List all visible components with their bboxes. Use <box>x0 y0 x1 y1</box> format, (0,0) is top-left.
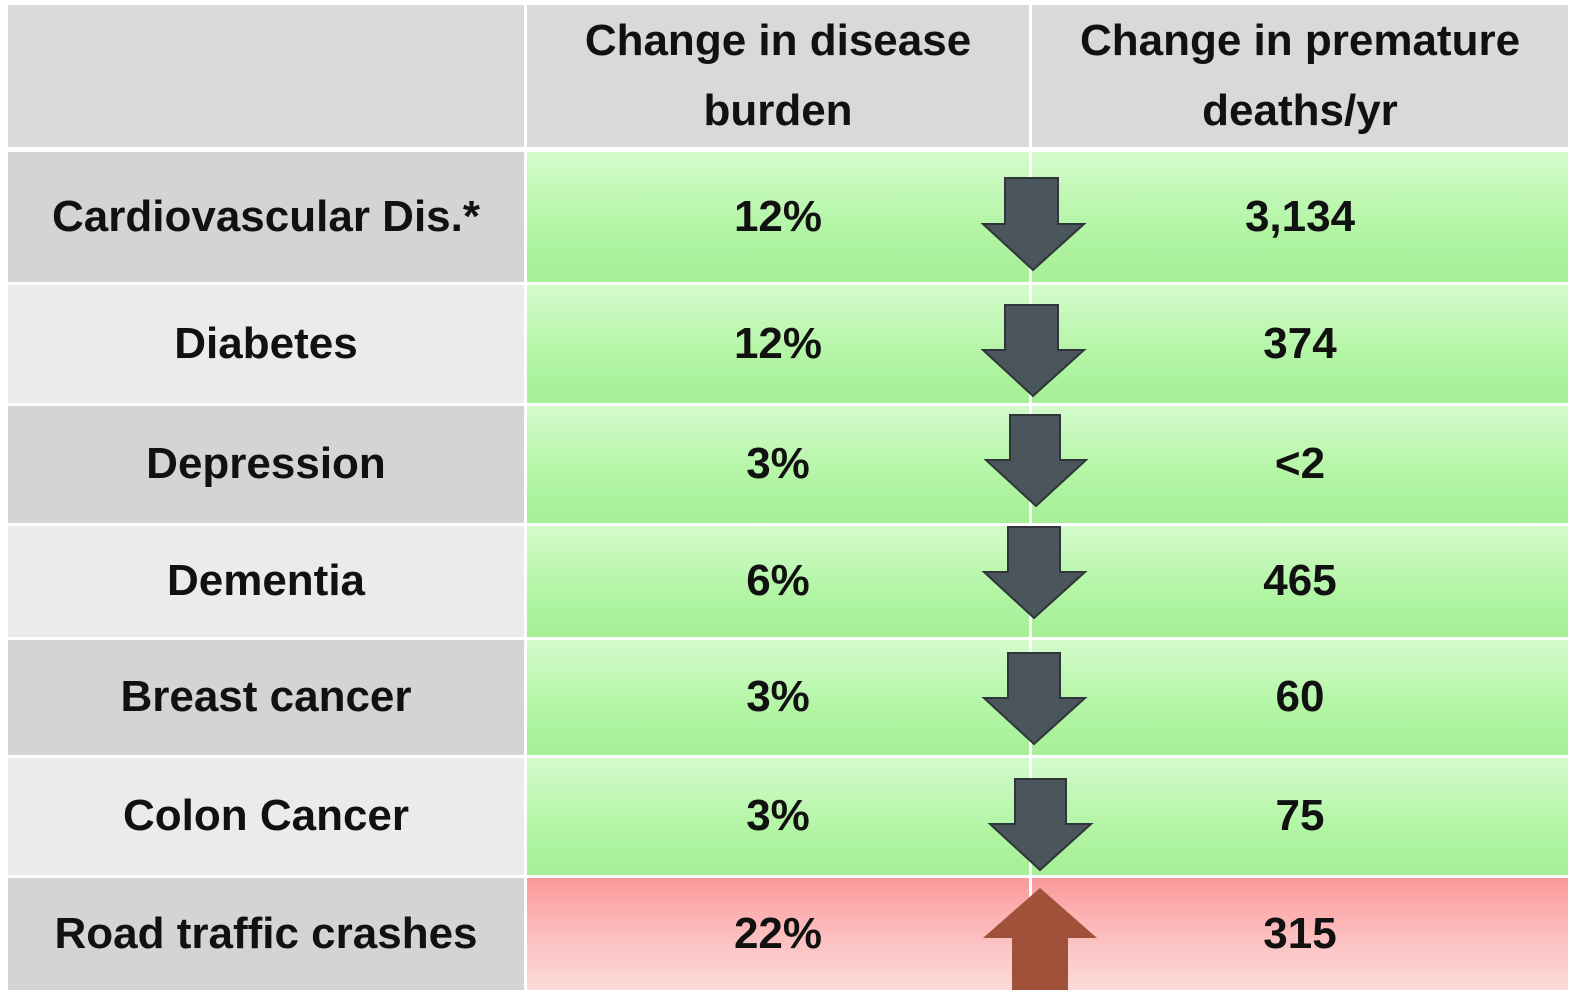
down-arrow <box>987 778 1094 872</box>
up-arrow <box>983 888 1097 990</box>
header-cell <box>8 5 524 147</box>
value-cell: 12% <box>527 285 1029 403</box>
down-arrow <box>981 652 1088 746</box>
value-cell: 315 <box>1032 878 1568 990</box>
value-cell: 60 <box>1032 640 1568 755</box>
value-cell: <2 <box>1032 406 1568 523</box>
row-label: Depression <box>8 406 524 523</box>
row-label: Colon Cancer <box>8 758 524 875</box>
value-cell: 6% <box>527 526 1029 637</box>
row-label: Road traffic crashes <box>8 878 524 990</box>
value-cell: 75 <box>1032 758 1568 875</box>
value-cell: 12% <box>527 152 1029 282</box>
row-label: Diabetes <box>8 285 524 403</box>
down-arrow <box>980 304 1087 398</box>
down-arrow <box>983 414 1089 508</box>
down-arrow <box>981 526 1088 620</box>
value-cell: 3% <box>527 758 1029 875</box>
value-cell: 22% <box>527 878 1029 990</box>
row-label: Dementia <box>8 526 524 637</box>
value-cell: 3% <box>527 406 1029 523</box>
down-arrow <box>980 177 1087 272</box>
value-cell: 3% <box>527 640 1029 755</box>
row-label: Cardiovascular Dis.* <box>8 152 524 282</box>
header-cell: Change in premature deaths/yr <box>1032 5 1568 147</box>
row-label: Breast cancer <box>8 640 524 755</box>
value-cell: 374 <box>1032 285 1568 403</box>
header-cell: Change in disease burden <box>527 5 1029 147</box>
value-cell: 465 <box>1032 526 1568 637</box>
value-cell: 3,134 <box>1032 152 1568 282</box>
